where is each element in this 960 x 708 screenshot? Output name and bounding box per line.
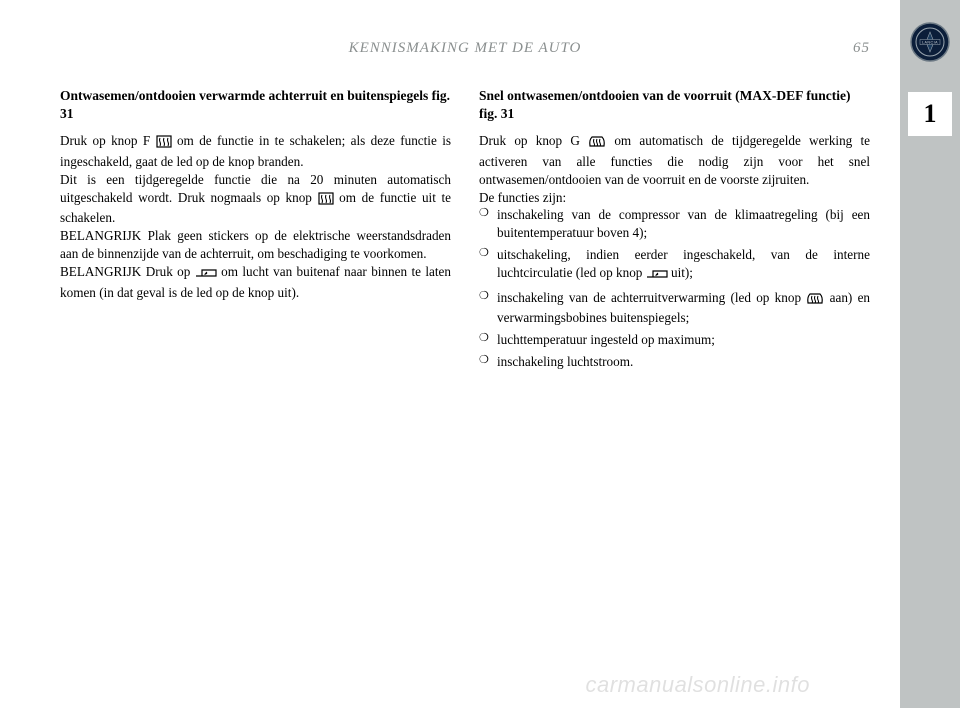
right-paragraph-1: Druk op knop G om automatisch de tijdger… — [479, 132, 870, 188]
b3a: inschakeling van de achterruitverwarming… — [497, 290, 806, 305]
recirc-icon — [646, 267, 668, 285]
list-item: inschakeling van de compressor van de kl… — [479, 206, 870, 242]
function-list: inschakeling van de compressor van de kl… — [479, 206, 870, 371]
left-p1a: Druk op knop F — [60, 133, 156, 148]
right-heading: Snel ontwasemen/ontdooien van de voorrui… — [479, 87, 870, 122]
left-paragraph-1: Druk op knop F om de functie in te schak… — [60, 132, 451, 171]
two-column-layout: Ontwasemen/ontdooien verwarmde achterrui… — [60, 87, 870, 375]
b2b: uit); — [671, 265, 693, 280]
left-paragraph-4: BELANGRIJK Druk op om lucht van buitenaf… — [60, 263, 451, 302]
chapter-number-box: 1 — [908, 92, 952, 136]
list-item: inschakeling luchtstroom. — [479, 353, 870, 371]
left-column: Ontwasemen/ontdooien verwarmde achterrui… — [60, 87, 451, 375]
list-item: uitschakeling, indien eerder ingeschakel… — [479, 246, 870, 285]
page-number: 65 — [853, 40, 870, 57]
list-item: luchttemperatuur ingesteld op maximum; — [479, 331, 870, 349]
recirc-icon — [195, 266, 217, 284]
left-paragraph-3: BELANGRIJK Plak geen stickers op de elek… — [60, 227, 451, 263]
defrost-rear-icon — [318, 192, 334, 210]
defrost-rear-icon — [156, 135, 172, 153]
defrost-front-icon — [806, 292, 824, 310]
page-header: KENNISMAKING MET DE AUTO 65 — [60, 40, 870, 57]
page-container: KENNISMAKING MET DE AUTO 65 Ontwasemen/o… — [0, 0, 960, 708]
content-area: KENNISMAKING MET DE AUTO 65 Ontwasemen/o… — [0, 0, 900, 708]
lancia-logo-icon: LANCIA — [910, 22, 950, 62]
left-paragraph-2: Dit is een tijdgeregelde functie die na … — [60, 171, 451, 227]
watermark: carmanualsonline.info — [585, 672, 810, 698]
sidebar-strip: LANCIA 1 — [900, 0, 960, 708]
right-paragraph-2: De functies zijn: — [479, 189, 870, 207]
list-item: inschakeling van de achterruitverwarming… — [479, 289, 870, 328]
chapter-number: 1 — [924, 99, 937, 129]
svg-text:LANCIA: LANCIA — [922, 41, 938, 45]
right-column: Snel ontwasemen/ontdooien van de voorrui… — [479, 87, 870, 375]
left-p4a: BELANGRIJK Druk op — [60, 264, 195, 279]
right-p1a: Druk op knop G — [479, 133, 588, 148]
left-heading: Ontwasemen/ontdooien verwarmde achterrui… — [60, 87, 451, 122]
header-title: KENNISMAKING MET DE AUTO — [60, 40, 870, 57]
defrost-front-icon — [588, 135, 606, 153]
